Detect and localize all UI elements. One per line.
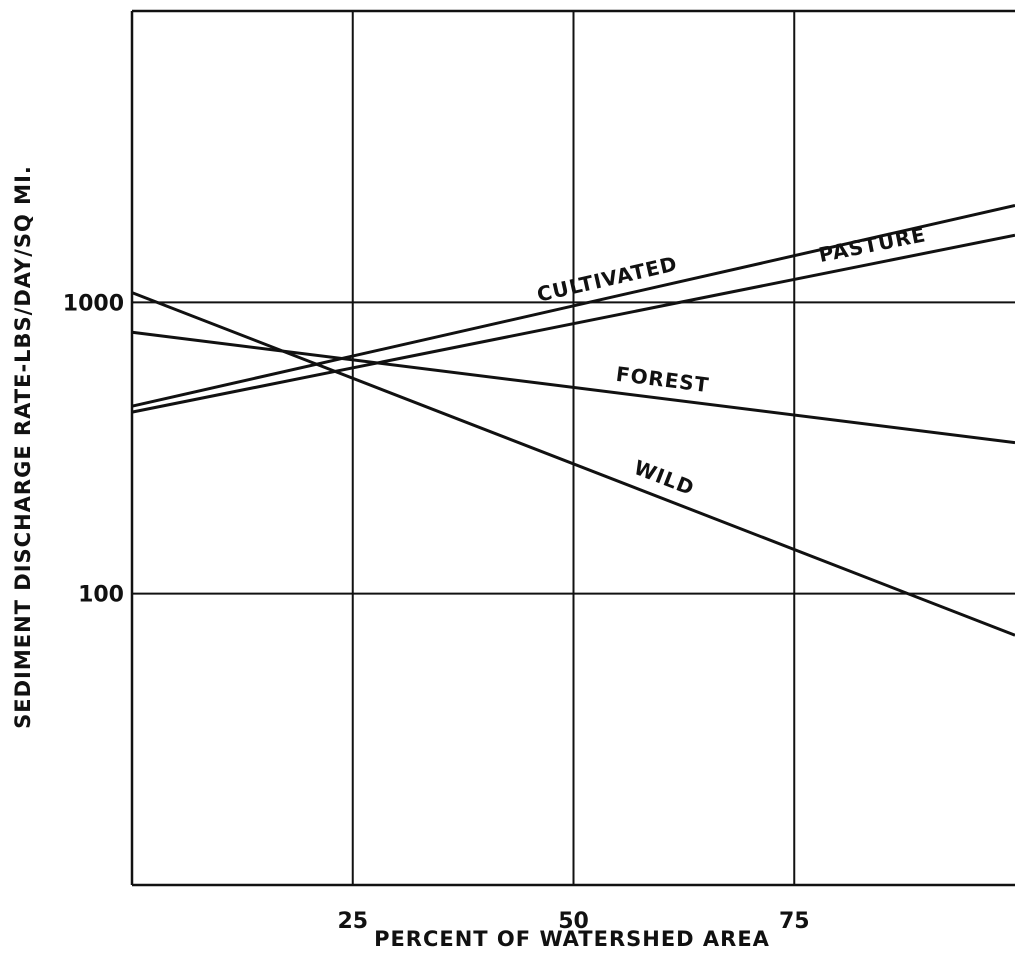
series-line-cultivated [131,204,1015,408]
x-tick-label-50: 50 [558,909,589,934]
plot-frame [130,9,1015,887]
x-axis-label: PERCENT OF WATERSHED AREA [374,927,770,951]
x-tick-label-25: 25 [337,909,368,934]
y-tick-label-100: 100 [78,583,124,608]
series-line-wild [131,291,1015,637]
tick-labels: 25 50 75 100 1000 [63,291,810,934]
grid [132,11,1015,885]
y-axis-label: SEDIMENT DISCHARGE RATE-LBS/DAY/SQ MI. [11,165,35,729]
series-label-forest: FOREST [615,362,711,397]
y-tick-label-1000: 1000 [63,291,124,316]
series-label-pasture: PASTURE [817,222,928,267]
x-tick-label-75: 75 [779,909,810,934]
series-lines [131,204,1015,637]
series-label-wild: WILD [631,455,698,500]
series-line-pasture [131,233,1015,414]
